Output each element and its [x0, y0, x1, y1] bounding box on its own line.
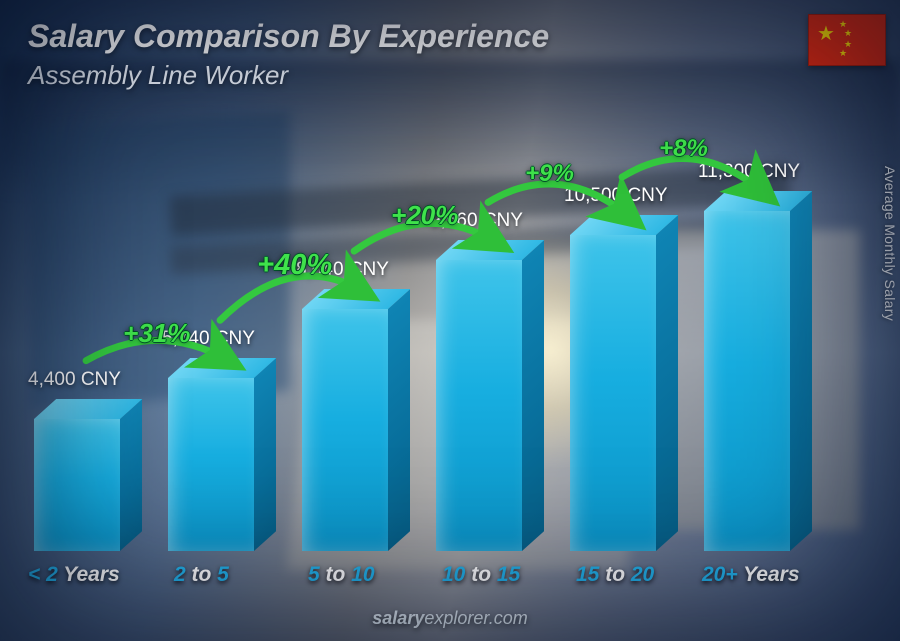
bar-category-label: 2 to 5: [174, 563, 229, 587]
star-icon: ★: [839, 48, 847, 59]
bar-category-label: 10 to 15: [442, 563, 520, 587]
bar-category-label: 5 to 10: [308, 563, 375, 587]
page-title: Salary Comparison By Experience: [28, 18, 549, 55]
bar-category-label: 15 to 20: [576, 563, 654, 587]
chart-stage: Salary Comparison By Experience Assembly…: [0, 0, 900, 641]
page-subtitle: Assembly Line Worker: [28, 60, 288, 91]
increase-label: +8%: [659, 135, 708, 163]
y-axis-label: Average Monthly Salary: [882, 166, 898, 321]
footer-brand-rest: explorer.com: [424, 608, 527, 628]
star-icon: ★: [844, 28, 852, 39]
star-icon: ★: [817, 21, 835, 46]
footer-brand: salaryexplorer.com: [0, 608, 900, 629]
bar-category-label: < 2 Years: [28, 563, 120, 587]
bar-category-label: 20+ Years: [702, 563, 800, 587]
increase-annotation: +8%: [34, 120, 840, 551]
footer-brand-bold: salary: [372, 608, 424, 628]
bar-chart: 4,400 CNY< 2 Years5,740 CNY2 to 58,040 C…: [34, 120, 840, 551]
flag-china-icon: ★ ★ ★ ★ ★: [808, 14, 886, 66]
